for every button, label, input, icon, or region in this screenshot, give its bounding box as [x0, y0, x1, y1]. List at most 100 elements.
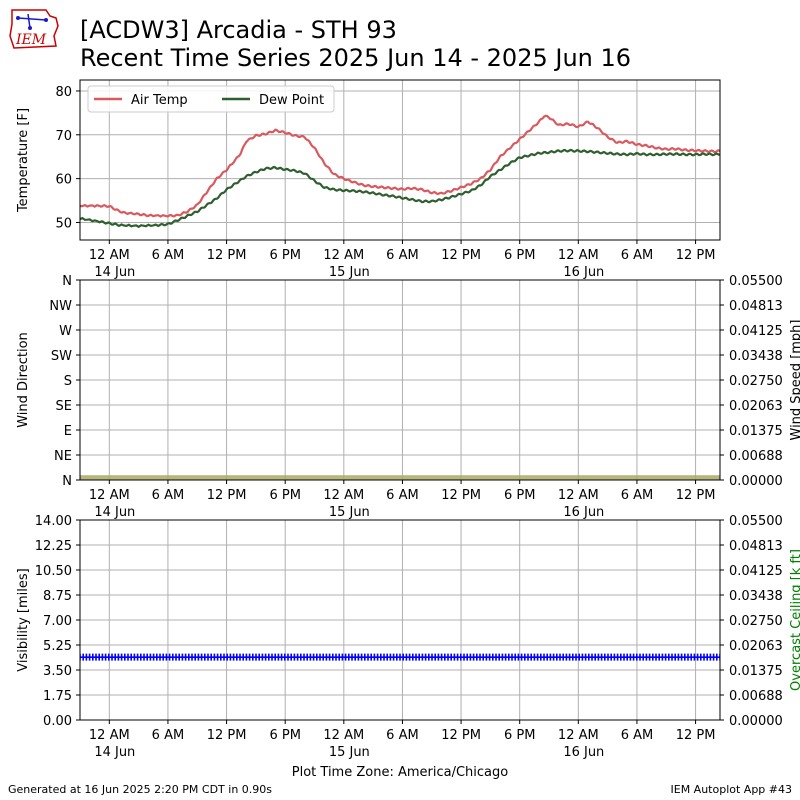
series-air-temp [80, 114, 720, 218]
y-tick-label: E [64, 424, 72, 439]
right-y-tick-label: 0.04813 [729, 539, 783, 554]
right-y-tick-label: 0.05500 [729, 274, 783, 289]
x-tick-date: 15 Jun [329, 745, 370, 760]
y-tick-label: 60 [55, 173, 72, 188]
right-y-tick-label: 0.01375 [729, 424, 783, 439]
x-tick-date: 16 Jun [563, 745, 604, 760]
logo-text: IEM [15, 32, 47, 48]
visibility-markers [80, 653, 720, 661]
series-series-0 [80, 653, 720, 661]
right-y-tick-label: 0.05500 [729, 514, 783, 529]
x-tick-label: 6 PM [504, 488, 535, 503]
plot-frame [79, 79, 721, 241]
x-tick-label: 12 AM [323, 248, 364, 263]
right-y-tick-label: 0.00000 [729, 474, 783, 489]
x-tick-date: 14 Jun [94, 745, 135, 760]
x-axis-label: Plot Time Zone: America/Chicago [292, 765, 508, 780]
y-tick-label: 0.00 [43, 714, 72, 729]
x-tick-label: 6 PM [269, 248, 300, 263]
x-tick-date: 15 Jun [329, 265, 370, 280]
y-tick-label: S [64, 374, 72, 389]
y-axis-label: Wind Direction [16, 332, 31, 428]
y-tick-label: 3.50 [43, 664, 72, 679]
y-tick-label: 14.00 [35, 514, 72, 529]
app-footer: IEM Autoplot App #43 [670, 783, 793, 796]
y-tick-label: N [62, 474, 72, 489]
right-y-tick-label: 0.03438 [729, 349, 783, 364]
y-tick-label: 1.75 [43, 689, 72, 704]
plot-frame [79, 519, 721, 721]
y-tick-label: 8.75 [43, 589, 72, 604]
x-tick-label: 12 PM [441, 488, 481, 503]
y-tick-label: NE [54, 449, 72, 464]
x-tick-label: 12 AM [89, 728, 130, 743]
x-tick-label: 6 PM [269, 728, 300, 743]
y-tick-label: 50 [55, 216, 72, 231]
x-tick-label: 6 AM [152, 488, 185, 503]
x-tick-label: 12 PM [441, 248, 481, 263]
right-y-tick-label: 0.00688 [729, 689, 783, 704]
x-tick-label: 6 AM [621, 728, 654, 743]
x-tick-label: 12 PM [676, 248, 716, 263]
y-axis-label: Temperature [F] [16, 108, 31, 213]
series-line [80, 148, 720, 229]
x-tick-date: 15 Jun [329, 505, 370, 520]
chart-title: [ACDW3] Arcadia - STH 93 [80, 16, 397, 44]
generated-footer: Generated at 16 Jun 2025 2:20 PM CDT in … [8, 783, 273, 796]
x-tick-label: 12 PM [676, 488, 716, 503]
right-y-tick-label: 0.03438 [729, 589, 783, 604]
x-tick-label: 6 PM [504, 248, 535, 263]
x-tick-label: 6 AM [152, 728, 185, 743]
plot-frame [79, 279, 721, 481]
x-tick-label: 12 AM [89, 248, 130, 263]
y-tick-label: 12.25 [35, 539, 72, 554]
x-tick-label: 6 AM [152, 248, 185, 263]
right-y-tick-label: 0.02750 [729, 614, 783, 629]
right-y-tick-label: 0.01375 [729, 664, 783, 679]
y-tick-label: 7.00 [43, 614, 72, 629]
x-tick-label: 12 AM [323, 728, 364, 743]
x-tick-label: 12 AM [89, 488, 130, 503]
y-tick-label: N [62, 274, 72, 289]
right-y-axis-label: Wind Speed [mph] [789, 320, 800, 441]
right-y-tick-label: 0.02063 [729, 399, 783, 414]
y-tick-label: 5.25 [43, 639, 72, 654]
right-y-tick-label: 0.04125 [729, 324, 783, 339]
series-dew-point [80, 148, 720, 229]
right-y-axis-label: Overcast Ceiling [k ft] [789, 549, 800, 691]
x-tick-date: 14 Jun [94, 505, 135, 520]
right-y-tick-label: 0.02063 [729, 639, 783, 654]
x-tick-label: 6 PM [269, 488, 300, 503]
x-tick-label: 12 AM [558, 488, 599, 503]
y-tick-label: SW [51, 349, 72, 364]
x-tick-date: 16 Jun [563, 265, 604, 280]
series-series-0 [80, 475, 720, 480]
y-tick-label: W [59, 324, 72, 339]
y-tick-label: SE [56, 399, 72, 414]
right-y-tick-label: 0.04813 [729, 299, 783, 314]
x-tick-date: 16 Jun [563, 505, 604, 520]
wind-speed-band [80, 475, 720, 480]
x-tick-label: 6 PM [504, 728, 535, 743]
x-tick-label: 6 AM [621, 248, 654, 263]
series-line [80, 114, 720, 218]
x-tick-label: 12 PM [207, 248, 247, 263]
x-tick-label: 12 AM [558, 728, 599, 743]
visibility-panel: 12 AM 14 Jun 6 AM 12 PM 6 PM 12 AM 15 Jun 6 AM 1… [16, 514, 800, 760]
y-tick-label: NW [49, 299, 72, 314]
wind-panel: 12 AM 14 Jun 6 AM 12 PM 6 PM 12 AM 15 Jun 6 AM 1… [16, 274, 800, 520]
y-axis-label: Visibility [miles] [16, 568, 31, 671]
x-tick-label: 12 PM [207, 728, 247, 743]
x-tick-date: 14 Jun [94, 265, 135, 280]
y-tick-label: 80 [55, 85, 72, 100]
x-tick-label: 6 AM [386, 488, 419, 503]
legend-label: Air Temp [131, 93, 188, 108]
x-tick-label: 6 AM [386, 248, 419, 263]
chart-subtitle: Recent Time Series 2025 Jun 14 - 2025 Ju… [80, 44, 632, 72]
right-y-tick-label: 0.04125 [729, 564, 783, 579]
iem-logo: IEM [9, 9, 59, 49]
right-y-tick-label: 0.00688 [729, 449, 783, 464]
x-tick-label: 12 PM [676, 728, 716, 743]
right-y-tick-label: 0.02750 [729, 374, 783, 389]
